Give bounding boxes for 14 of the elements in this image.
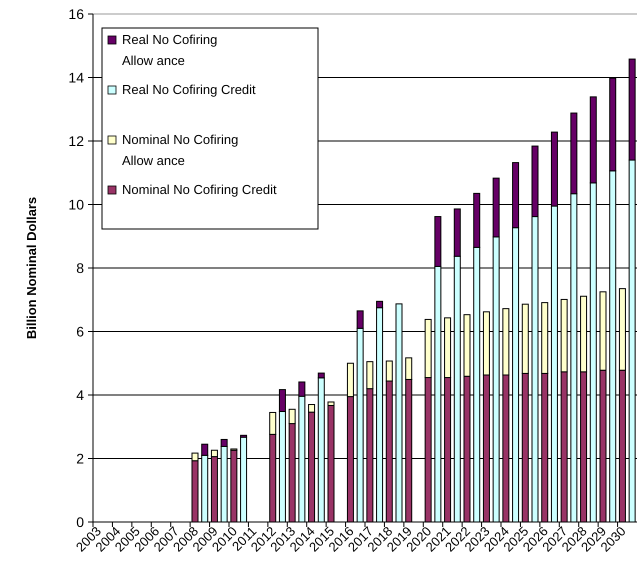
legend-label: Real No Cofiring Allow ance (122, 32, 218, 68)
y-tick-label: 16 (68, 6, 84, 22)
y-tick-label: 10 (68, 196, 84, 212)
y-tick-label: 2 (76, 450, 84, 466)
y-tick-label: 4 (76, 386, 84, 403)
y-tick-label: 0 (76, 514, 84, 530)
legend-label: Nominal No Cofiring Credit (122, 182, 277, 197)
legend-label: Nominal No Cofiring Allow ance (122, 132, 238, 168)
y-tick-label: 6 (76, 323, 84, 340)
y-tick-label: 14 (68, 69, 84, 86)
y-axis-title: Billion Nominal Dollars (24, 196, 39, 340)
y-tick-label: 8 (76, 260, 84, 276)
y-tick-label: 12 (68, 132, 84, 149)
legend-label: Real No Cofiring Credit (122, 82, 256, 97)
